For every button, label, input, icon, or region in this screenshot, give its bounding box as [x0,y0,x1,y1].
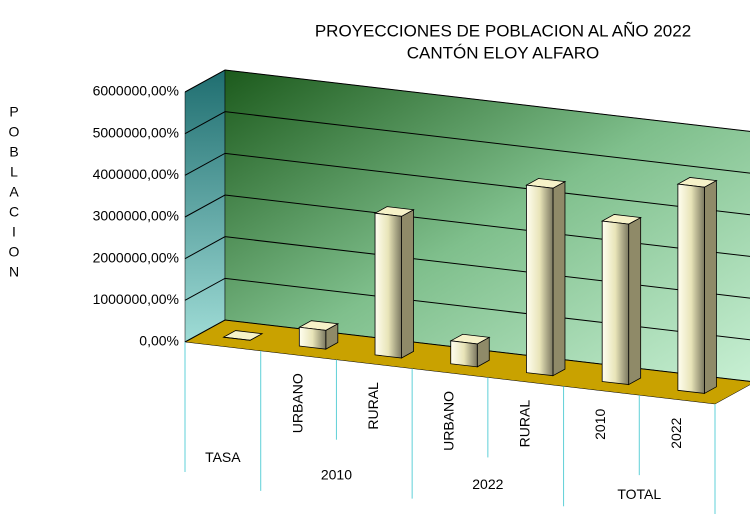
y-axis-label: C [9,204,19,220]
bar [677,183,705,394]
y-tick-label: 0,00% [139,333,179,349]
bar [526,184,554,377]
bar-side [628,216,642,386]
x-group-label: 2010 [321,466,352,482]
x-tick-label: 2022 [668,417,684,448]
y-axis-label: A [9,184,19,200]
y-tick-label: 5000000,00% [93,124,179,140]
y-axis-label: O [9,124,20,140]
y-axis-label: P [9,104,18,120]
y-tick-label: 4000000,00% [93,166,179,182]
grid-line [184,152,750,216]
grid-line [184,319,750,382]
bar-side [703,179,717,395]
y-tick-label: 2000000,00% [93,249,179,265]
y-axis-label: N [9,264,19,280]
x-tick-label: 2010 [592,409,608,440]
y-tick-label: 3000000,00% [93,208,179,224]
x-tick-label: URBANO [289,373,305,433]
grid-line [184,277,750,341]
grid-line [184,236,750,299]
bar [450,340,478,368]
y-tick-label: 1000000,00% [93,291,179,307]
bar-side [552,180,566,377]
grid-line [184,194,750,257]
x-group-label: TOTAL [617,486,661,502]
chart-title: PROYECCIONES DE POBLACION AL AÑO 2022 [315,21,691,40]
x-tick-label: RURAL [516,400,532,448]
x-tick-label: URBANO [441,391,457,451]
grid-line [184,111,750,174]
bar [601,220,630,386]
y-axis-label: B [9,144,18,160]
chart-subtitle: CANTÓN ELOY ALFARO [407,43,599,62]
x-tick-label: RURAL [365,382,381,430]
x-group-label: 2022 [472,476,503,492]
grid-line [184,69,750,132]
bar [223,336,251,341]
bar [298,326,327,350]
y-axis-label: L [10,164,18,180]
y-tick-label: 6000000,00% [93,83,179,99]
y-axis-label: I [12,224,16,240]
bar-side [401,209,414,359]
bar [374,212,402,359]
x-group-label: TASA [205,449,241,465]
y-axis-label: O [9,244,20,260]
